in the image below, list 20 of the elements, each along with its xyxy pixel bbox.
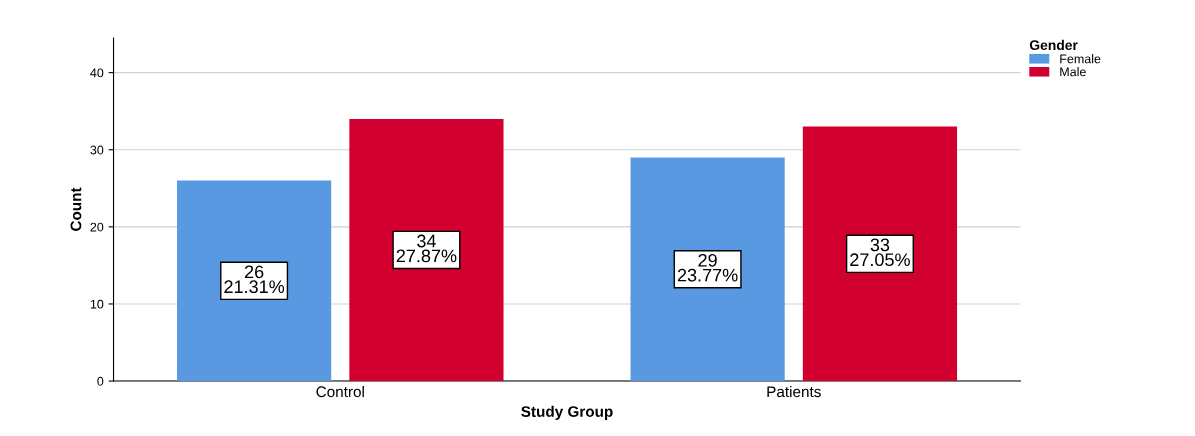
bar [177,180,332,382]
y-tick-label: 30 [90,145,104,155]
bar [802,126,958,382]
x-tick-label: Control [316,385,364,398]
x-axis-title: Study Group [521,405,613,420]
y-tick-label: 0 [97,376,104,386]
data-label: 29 23.77% [677,253,738,282]
y-tick-label: 20 [90,222,104,232]
legend-title: Gender [1029,39,1078,51]
y-tick-label: 40 [90,68,104,78]
x-tick-label: Patients [767,385,821,398]
data-label: 26 21.31% [224,265,285,294]
bar [349,118,504,382]
data-label: 34 27.87% [396,234,457,263]
legend-label: Female [1060,54,1101,64]
legend-label: Male [1060,67,1086,77]
bar [630,157,785,382]
y-axis-title: Count [70,187,82,231]
y-tick-label: 10 [90,299,104,309]
data-label: 33 27.05% [850,238,910,267]
